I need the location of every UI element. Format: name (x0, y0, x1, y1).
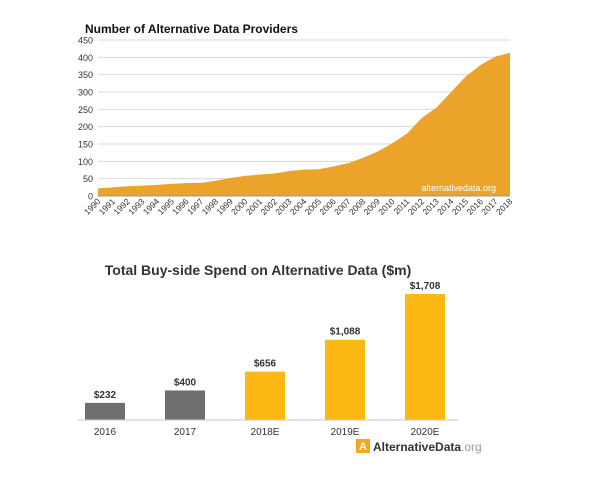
bar (165, 390, 205, 420)
data-point (200, 182, 202, 184)
chart-title: Total Buy-side Spend on Alternative Data… (105, 262, 412, 278)
data-point (362, 157, 364, 159)
data-point (421, 117, 423, 119)
y-tick-label: 350 (78, 70, 93, 80)
logo-icon (356, 439, 370, 453)
data-label: $400 (174, 377, 197, 388)
data-point (215, 180, 217, 182)
data-point (465, 75, 467, 77)
y-tick-label: 150 (78, 140, 93, 150)
data-point (480, 64, 482, 66)
y-tick-label: 300 (78, 88, 93, 98)
bar (85, 402, 125, 420)
bar (245, 371, 285, 420)
logo-text: AlternativeData.org (373, 440, 482, 454)
bar (325, 339, 365, 420)
alternativedata-logo: A AlternativeData.org (356, 439, 482, 454)
data-label: $656 (254, 359, 277, 370)
y-tick-label: 0 (88, 192, 93, 202)
chart-title: Number of Alternative Data Providers (85, 22, 298, 36)
data-point (450, 91, 452, 93)
data-point (509, 52, 511, 54)
watermark: alternativedata.org (421, 183, 496, 193)
area-series (98, 52, 510, 196)
data-point (318, 168, 320, 170)
x-tick-label: 2020E (411, 427, 440, 438)
x-tick-label: 2016 (94, 427, 117, 438)
x-tick-label: 2018 (494, 196, 515, 217)
data-point (171, 183, 173, 185)
logo-bold-text: AlternativeData (373, 440, 461, 454)
data-point (274, 172, 276, 174)
spend-bar-chart: Total Buy-side Spend on Alternative Data… (78, 262, 482, 454)
data-point (141, 185, 143, 187)
data-label: $1,088 (330, 327, 361, 338)
data-point (377, 151, 379, 153)
data-point (494, 56, 496, 58)
data-point (185, 182, 187, 184)
data-point (332, 166, 334, 168)
data-point (244, 175, 246, 177)
x-tick-label: 2018E (251, 427, 280, 438)
y-tick-label: 450 (78, 36, 93, 46)
bar (405, 294, 445, 420)
y-tick-label: 50 (83, 174, 93, 184)
data-point (435, 107, 437, 109)
data-point (288, 170, 290, 172)
logo-letter: A (359, 441, 367, 453)
data-label: $232 (94, 390, 117, 401)
x-tick-label: 2019E (331, 427, 360, 438)
data-label: $1,708 (410, 281, 441, 292)
data-point (229, 177, 231, 179)
y-tick-label: 200 (78, 122, 93, 132)
y-tick-label: 100 (78, 157, 93, 167)
data-point (391, 142, 393, 144)
data-point (97, 187, 99, 189)
logo-light-text: .org (461, 440, 482, 454)
y-tick-label: 400 (78, 53, 93, 63)
x-tick-label: 2017 (174, 427, 197, 438)
data-point (126, 185, 128, 187)
y-tick-label: 250 (78, 105, 93, 115)
providers-area-chart: Number of Alternative Data Providers 0 50 1… (78, 22, 515, 217)
data-point (406, 133, 408, 135)
data-point (347, 162, 349, 164)
data-point (156, 184, 158, 186)
data-point (259, 174, 261, 176)
data-point (303, 169, 305, 171)
data-point (112, 186, 114, 188)
